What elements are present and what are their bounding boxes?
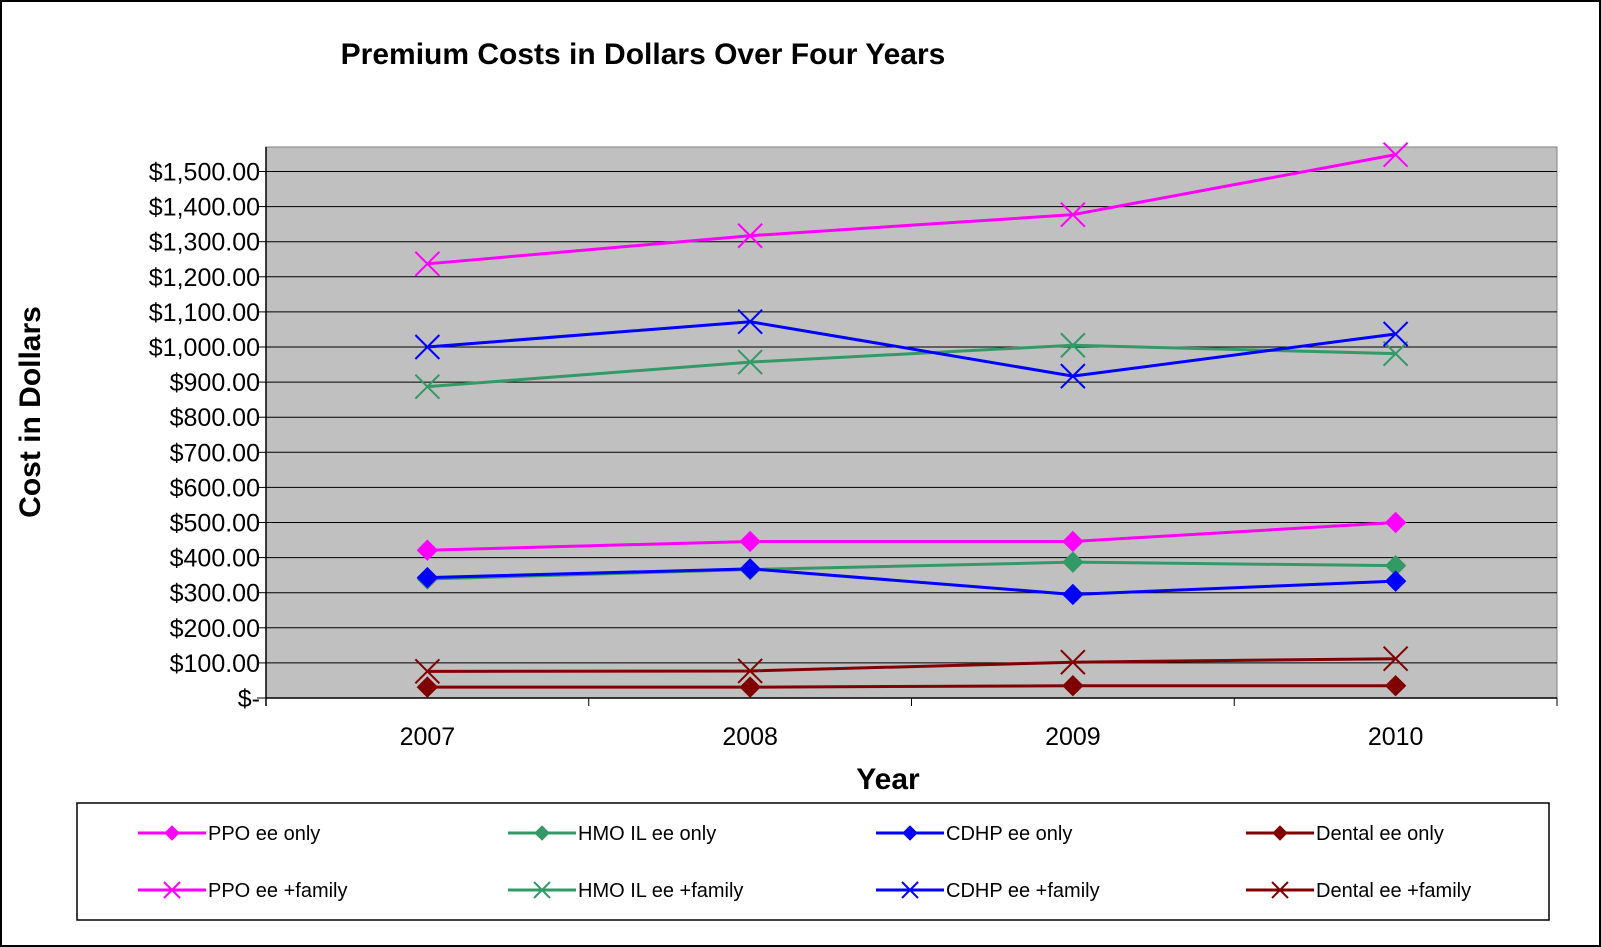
data-point (737, 349, 763, 375)
legend: PPO ee only HMO IL ee only CDHP ee only Den… (138, 823, 1471, 902)
series-hmo-il-ee-family (414, 332, 1409, 400)
data-point (1060, 649, 1086, 675)
data-point (416, 566, 439, 589)
x-tick-label: 2007 (400, 723, 456, 751)
series-cdhp-ee-family (414, 309, 1409, 389)
y-tick-label: $900.00 (170, 369, 260, 397)
data-point (416, 539, 439, 561)
legend-label: HMO IL ee +family (578, 880, 743, 902)
series-ppo-ee-only (416, 511, 1407, 561)
series-line (427, 521, 1396, 552)
x-axis-title: Year (856, 763, 920, 796)
y-axis-title: Cost in Dollars (14, 306, 47, 518)
data-point (1060, 201, 1086, 228)
data-point (163, 881, 181, 899)
y-tick-label: $1,000.00 (149, 334, 260, 362)
series-line (427, 684, 1396, 689)
legend-label: HMO IL ee only (578, 823, 716, 845)
data-point (1060, 332, 1086, 358)
series-line (427, 153, 1396, 266)
legend-box (76, 802, 1550, 921)
y-tick-label: $400.00 (170, 545, 260, 573)
y-tick-label: $300.00 (170, 580, 260, 608)
legend-entry: PPO ee only (138, 823, 320, 845)
y-tick-label: $100.00 (170, 650, 260, 678)
y-tick-label: $1,500.00 (149, 159, 260, 187)
data-point (1382, 321, 1409, 347)
legend-label: CDHP ee +family (946, 880, 1100, 902)
legend-entry: Dental ee +family (1246, 880, 1471, 902)
legend-entry: PPO ee +family (138, 880, 348, 902)
legend-label: PPO ee +family (208, 880, 348, 902)
data-point (416, 676, 439, 698)
y-tick-label: $1,100.00 (149, 299, 260, 327)
legend-label: CDHP ee only (946, 823, 1072, 845)
data-point (1062, 530, 1084, 553)
data-point (1062, 675, 1084, 697)
x-tick-labels: 2007 2008 2009 2010 (400, 723, 1424, 751)
series-line (427, 567, 1396, 596)
plot-area (265, 146, 1558, 699)
data-point (1271, 881, 1289, 899)
data-point (1382, 141, 1409, 168)
data-point (414, 373, 441, 400)
data-point (164, 825, 180, 841)
data-point (414, 251, 441, 277)
series-cdhp-ee-only (416, 558, 1407, 606)
data-point (737, 309, 763, 335)
legend-entry: CDHP ee only (876, 823, 1072, 845)
data-point (1062, 583, 1084, 606)
y-tick-labels: $- $100.00 $200.00 $300.00 $400.00 $500.00 $60… (149, 159, 260, 714)
data-point (737, 223, 763, 249)
chart-title: Premium Costs in Dollars Over Four Years (341, 38, 946, 71)
data-point (901, 881, 919, 899)
axes (257, 147, 1558, 706)
x-tick-label: 2009 (1045, 723, 1101, 751)
data-point (414, 658, 441, 685)
data-point (1382, 645, 1409, 672)
data-point (1060, 363, 1086, 389)
series-line (427, 657, 1396, 673)
legend-label: PPO ee only (208, 823, 320, 845)
data-point (1384, 675, 1407, 697)
data-point (739, 530, 761, 553)
data-point (1062, 551, 1084, 573)
series-ppo-ee-family (414, 141, 1409, 277)
data-point (534, 825, 550, 841)
legend-label: Dental ee +family (1316, 880, 1471, 902)
series-dental-ee-family (414, 645, 1409, 685)
y-tick-label: $- (238, 685, 260, 713)
data-point (414, 334, 441, 360)
data-point (1384, 511, 1407, 534)
data-point (1382, 340, 1409, 367)
series-line (427, 343, 1396, 389)
data-point (739, 676, 761, 698)
data-point (1384, 570, 1407, 592)
legend-entry: HMO IL ee only (508, 823, 716, 845)
y-tick-label: $1,200.00 (149, 264, 260, 292)
data-point (737, 658, 763, 684)
legend-entry: HMO IL ee +family (508, 880, 743, 902)
series-dental-ee-only (416, 675, 1407, 698)
y-tick-label: $500.00 (170, 510, 260, 538)
y-tick-label: $700.00 (170, 439, 260, 467)
legend-entry: CDHP ee +family (876, 880, 1100, 902)
y-tick-label: $800.00 (170, 404, 260, 432)
x-tick-label: 2008 (722, 723, 778, 751)
data-point (739, 558, 761, 580)
data-point (533, 881, 551, 899)
legend-label: Dental ee only (1316, 823, 1444, 845)
y-tick-label: $600.00 (170, 474, 260, 502)
series-line (427, 320, 1396, 378)
x-tick-label: 2010 (1368, 723, 1424, 751)
y-tick-label: $1,300.00 (149, 229, 260, 257)
legend-entry: Dental ee only (1246, 823, 1444, 845)
data-point (1272, 825, 1288, 841)
y-tick-label: $200.00 (170, 615, 260, 643)
y-tick-label: $1,400.00 (149, 194, 260, 222)
series-lines (414, 141, 1409, 698)
data-point (902, 825, 918, 841)
